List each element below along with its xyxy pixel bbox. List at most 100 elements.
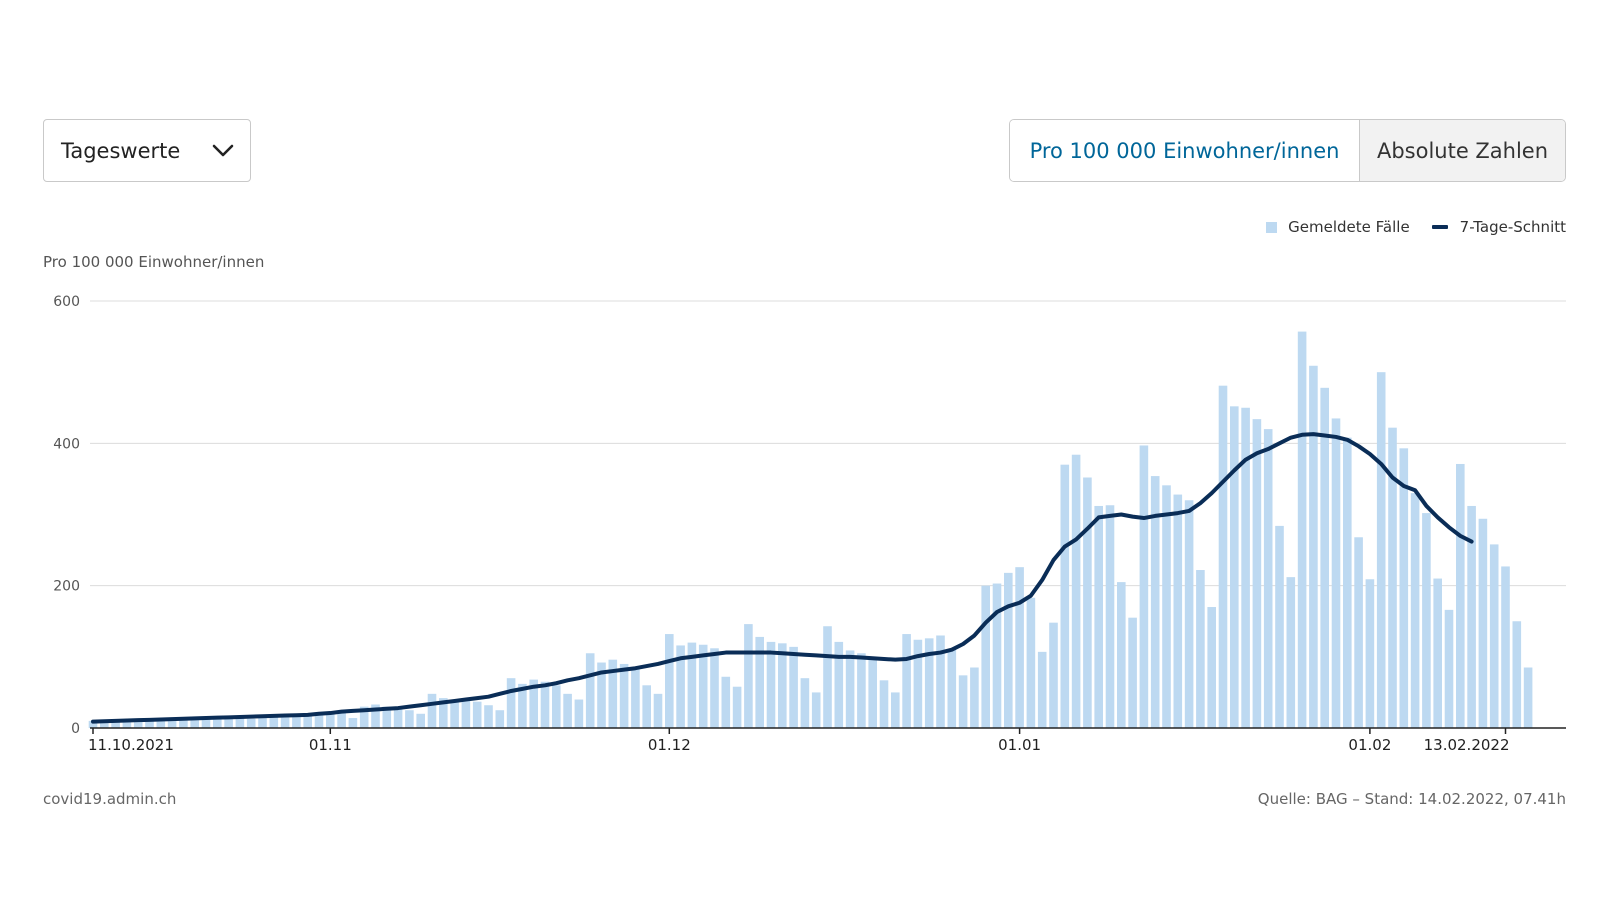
bar xyxy=(201,719,211,728)
bar xyxy=(1433,578,1442,728)
bar xyxy=(1388,427,1397,728)
bar xyxy=(823,626,832,728)
view-select[interactable]: Tageswerte xyxy=(43,119,251,182)
bar xyxy=(1456,463,1465,728)
x-tick-label: 01.02 xyxy=(1348,736,1391,754)
x-tick-label: 01.11 xyxy=(309,736,352,754)
bar xyxy=(1410,493,1420,728)
bar xyxy=(1094,505,1103,728)
bar xyxy=(280,717,290,728)
bar xyxy=(879,680,889,728)
bar xyxy=(563,693,572,728)
bar xyxy=(1376,372,1386,728)
bar xyxy=(1331,418,1341,728)
bar xyxy=(1286,577,1296,728)
bar xyxy=(1037,651,1047,728)
bar xyxy=(179,720,188,728)
bar xyxy=(845,650,855,728)
bar xyxy=(269,715,279,728)
bar xyxy=(755,636,764,728)
toggle-per-100k[interactable]: Pro 100 000 Einwohner/innen xyxy=(1010,120,1359,181)
bar xyxy=(1071,454,1081,728)
x-tick-label: 11.10.2021 xyxy=(88,736,174,754)
legend-item-bars[interactable]: Gemeldete Fälle xyxy=(1266,218,1410,236)
bar xyxy=(1263,429,1273,728)
y-axis-unit-label: Pro 100 000 Einwohner/innen xyxy=(43,253,265,271)
chart-legend: Gemeldete Fälle 7-Tage-Schnitt xyxy=(1244,218,1566,236)
bar xyxy=(382,706,392,728)
series-line-7-tage-schnitt xyxy=(91,432,1474,724)
bar xyxy=(857,653,866,728)
bar xyxy=(676,645,685,728)
bar xyxy=(631,668,640,728)
legend-item-line[interactable]: 7-Tage-Schnitt xyxy=(1431,218,1566,236)
bar xyxy=(258,716,267,728)
bar xyxy=(891,692,900,728)
bar xyxy=(427,693,437,728)
bar xyxy=(167,719,177,728)
bar xyxy=(540,681,550,728)
legend-line-swatch xyxy=(1431,225,1448,229)
toggle-absolute[interactable]: Absolute Zahlen xyxy=(1359,120,1565,181)
bar xyxy=(1105,505,1115,728)
bar xyxy=(992,583,1002,728)
bar xyxy=(1218,385,1228,728)
y-tick-label: 600 xyxy=(53,294,80,310)
bar xyxy=(1523,667,1533,728)
bar xyxy=(608,659,618,728)
bar xyxy=(359,706,369,728)
bar xyxy=(416,713,425,728)
bar xyxy=(495,710,505,728)
bar xyxy=(1128,617,1137,728)
bar xyxy=(1117,582,1126,728)
bar xyxy=(958,675,968,728)
bar xyxy=(1467,505,1476,728)
chevron-down-icon xyxy=(212,144,234,156)
bar xyxy=(1478,518,1488,728)
bar xyxy=(1252,419,1262,728)
bar xyxy=(1343,437,1352,728)
bar xyxy=(484,705,493,728)
bar xyxy=(439,698,448,728)
bar xyxy=(721,676,731,728)
bar xyxy=(246,718,256,728)
bar xyxy=(574,699,584,728)
bar xyxy=(970,667,979,728)
bar xyxy=(1060,464,1070,728)
bar xyxy=(1422,513,1431,728)
bar xyxy=(642,685,651,728)
bar xyxy=(518,683,527,728)
bar xyxy=(1162,485,1171,728)
bar xyxy=(619,663,629,728)
bar xyxy=(1275,525,1284,728)
bar xyxy=(405,710,414,728)
bar xyxy=(122,719,132,728)
bar xyxy=(506,678,516,728)
legend-bars-label: Gemeldete Fälle xyxy=(1288,218,1410,236)
bar xyxy=(687,642,697,728)
bar xyxy=(111,720,120,728)
bar xyxy=(1207,607,1216,728)
bar xyxy=(902,634,911,728)
bar xyxy=(1196,570,1205,728)
bar xyxy=(472,701,482,728)
view-select-value: Tageswerte xyxy=(61,138,181,163)
footer-site: covid19.admin.ch xyxy=(43,790,177,808)
bar xyxy=(665,634,674,728)
bar xyxy=(393,708,403,728)
bar xyxy=(88,720,98,728)
bar xyxy=(913,639,923,728)
x-tick-label: 01.01 xyxy=(998,736,1041,754)
bar xyxy=(924,638,934,728)
bar xyxy=(1139,445,1149,728)
bar xyxy=(461,699,471,728)
bar xyxy=(766,641,776,728)
bar xyxy=(337,711,346,728)
bar xyxy=(1083,477,1092,728)
bar xyxy=(778,643,787,728)
bar xyxy=(1184,500,1194,728)
bar xyxy=(235,718,245,728)
bar xyxy=(698,644,708,728)
bar xyxy=(156,718,166,728)
